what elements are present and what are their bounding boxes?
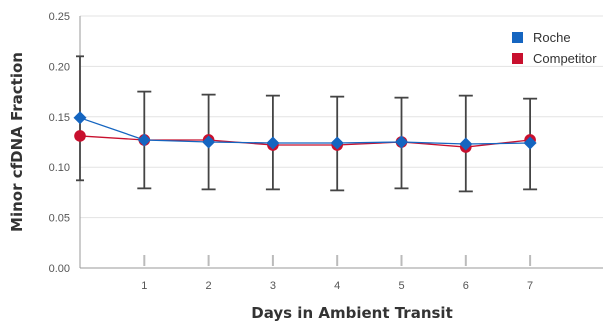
data-point-roche [137,133,151,147]
x-tick-label: 4 [334,280,340,292]
grid-lines [80,15,603,219]
legend-label-competitor: Competitor [533,51,597,66]
x-tick-label: 6 [463,280,469,292]
x-axis-title: Days in Ambient Transit [251,304,452,322]
data-point-roche [202,135,216,149]
data-point-roche [73,111,87,125]
error-bars [76,55,538,193]
legend-item-competitor: Competitor [512,51,597,66]
y-tick-label: 0.10 [49,162,70,174]
x-tick-label: 3 [270,280,276,292]
x-tick-label: 5 [398,280,404,292]
y-tick-label: 0.05 [49,213,70,225]
y-axis-title: Minor cfDNA Fraction [8,52,26,232]
legend: Roche Competitor [512,30,597,66]
y-tick-labels: 0.00 0.05 0.10 0.15 0.20 0.25 [49,11,70,275]
x-tick-label: 7 [527,280,533,292]
data-point-roche [459,137,473,151]
y-tick-label: 0.25 [49,11,70,23]
x-tick-label: 2 [206,280,212,292]
x-tick-labels: 1 2 3 4 5 6 7 [141,255,533,292]
legend-swatch-roche [512,32,523,43]
data-point-roche [266,136,280,150]
series [73,111,537,153]
y-tick-label: 0.20 [49,61,70,73]
legend-label-roche: Roche [533,30,571,45]
data-point-roche [330,136,344,150]
series-line-roche [79,117,531,145]
data-point-roche [395,135,408,149]
legend-item-roche: Roche [512,30,571,45]
data-point-roche [523,136,537,150]
y-tick-label: 0.00 [49,263,70,275]
y-tick-label: 0.15 [49,112,70,124]
x-tick-label: 1 [141,280,147,292]
legend-swatch-competitor [512,53,523,64]
data-point-competitor [74,130,86,142]
